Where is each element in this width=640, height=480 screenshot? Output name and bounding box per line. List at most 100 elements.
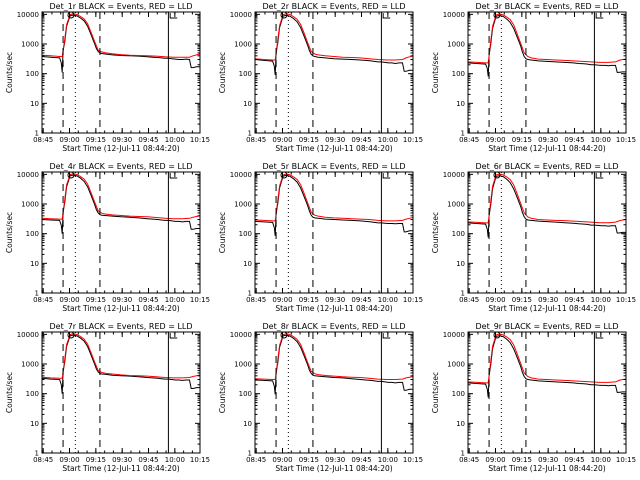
- x-tick-label: 09:15: [299, 296, 319, 304]
- y-tick-label: 1: [248, 290, 252, 298]
- x-tick-label: 09:00: [485, 136, 505, 144]
- x-tick-label: 10:00: [591, 136, 611, 144]
- x-axis: 08:45 09:00 09:15 09:30 09:45 10:00 10:15: [459, 332, 636, 464]
- plot-frame: [41, 171, 201, 294]
- x-tick-label: 08:45: [33, 456, 53, 464]
- x-axis-label: Start Time (12-Jul-11 08:44:20): [488, 144, 605, 153]
- x-axis-label: Start Time (12-Jul-11 08:44:20): [488, 304, 605, 313]
- panel-title: Det_3r BLACK = Events, RED = LLD: [475, 2, 618, 11]
- x-tick-label: 09:45: [138, 456, 158, 464]
- y-axis-label: Counts/sec: [431, 52, 440, 93]
- series-group: [468, 13, 626, 77]
- bracket-marker: [595, 173, 604, 179]
- x-tick-label: 10:00: [378, 136, 398, 144]
- x-tick-label: 09:00: [485, 456, 505, 464]
- x-tick-label: 09:00: [485, 296, 505, 304]
- x-tick-label: 10:00: [378, 456, 398, 464]
- x-tick-label: 09:45: [138, 296, 158, 304]
- bracket-marker: [169, 13, 178, 19]
- x-tick-label: 09:30: [538, 456, 558, 464]
- series-group: [255, 333, 413, 395]
- series-line-events: [468, 14, 626, 77]
- marker-lines: [275, 332, 382, 453]
- x-tick-label: 08:45: [459, 136, 479, 144]
- y-tick-label: 1000: [447, 41, 465, 49]
- x-axis-label: Start Time (12-Jul-11 08:44:20): [275, 304, 392, 313]
- y-tick-label: 1: [35, 450, 39, 458]
- marker-lines: [488, 12, 595, 133]
- detector-panel-9: 1 10 100 1000 10000 08:45 09:00 09:15 09:30 09:45…: [431, 322, 636, 473]
- series-group: [42, 333, 200, 394]
- x-axis: 08:45 09:00 09:15 09:30 09:45 10:00 10:15: [246, 332, 423, 464]
- y-tick-label: 10000: [17, 331, 39, 339]
- y-tick-label: 10: [243, 260, 252, 268]
- marker-lines: [488, 172, 595, 293]
- x-tick-label: 10:15: [403, 456, 423, 464]
- bracket-marker: [169, 333, 178, 339]
- x-axis: 08:45 09:00 09:15 09:30 09:45 10:00 10:15: [459, 12, 636, 144]
- detector-panel-7: 1 10 100 1000 10000 08:45 09:00 09:15 09:30 09:45…: [5, 322, 210, 473]
- y-axis-label: Counts/sec: [431, 212, 440, 253]
- x-tick-label: 09:15: [512, 136, 532, 144]
- plot-frame: [254, 331, 414, 454]
- y-tick-label: 1: [35, 290, 39, 298]
- series-group: [255, 13, 413, 76]
- y-tick-label: 10: [456, 100, 465, 108]
- x-tick-label: 09:00: [59, 456, 79, 464]
- x-tick-label: 09:45: [564, 456, 584, 464]
- y-axis: 1 10 100 1000 10000: [230, 11, 413, 138]
- x-tick-label: 10:15: [190, 136, 210, 144]
- y-tick-label: 10: [30, 100, 39, 108]
- plot-frame: [467, 171, 627, 294]
- detector-panel-4: 1 10 100 1000 10000 08:45 09:00 09:15 09:30 09:45…: [5, 162, 210, 313]
- x-tick-label: 10:15: [403, 136, 423, 144]
- x-tick-label: 09:30: [538, 136, 558, 144]
- y-tick-label: 1: [248, 450, 252, 458]
- plot-frame: [254, 11, 414, 134]
- x-tick-label: 09:45: [564, 296, 584, 304]
- x-tick-label: 09:15: [299, 136, 319, 144]
- y-tick-label: 100: [239, 390, 252, 398]
- series-group: [468, 173, 626, 238]
- x-tick-label: 09:30: [325, 296, 345, 304]
- y-tick-label: 10: [30, 260, 39, 268]
- y-tick-label: 1000: [234, 361, 252, 369]
- x-tick-label: 08:45: [33, 136, 53, 144]
- x-tick-label: 09:30: [112, 136, 132, 144]
- panel-title: Det_8r BLACK = Events, RED = LLD: [262, 322, 405, 331]
- x-tick-label: 08:45: [246, 456, 266, 464]
- x-tick-label: 09:15: [512, 456, 532, 464]
- detector-panel-1: 1 10 100 1000 10000 08:45 09:00 09:15 09:30 09:45…: [5, 2, 210, 153]
- x-tick-label: 10:00: [591, 296, 611, 304]
- y-tick-label: 10000: [17, 171, 39, 179]
- x-tick-label: 09:45: [351, 136, 371, 144]
- x-axis: 08:45 09:00 09:15 09:30 09:45 10:00 10:15: [246, 172, 423, 304]
- detector-panel-8: 1 10 100 1000 10000 08:45 09:00 09:15 09:30 09:45…: [218, 322, 423, 473]
- y-tick-label: 1000: [21, 361, 39, 369]
- y-tick-label: 10: [30, 420, 39, 428]
- y-tick-label: 10000: [230, 171, 252, 179]
- series-line-lld: [42, 13, 200, 58]
- y-tick-label: 10: [243, 420, 252, 428]
- bracket-marker: [595, 13, 604, 19]
- y-tick-label: 1000: [447, 361, 465, 369]
- y-tick-label: 1000: [447, 201, 465, 209]
- x-axis-label: Start Time (12-Jul-11 08:44:20): [62, 464, 179, 473]
- x-tick-label: 09:30: [112, 296, 132, 304]
- series-line-events: [468, 175, 626, 238]
- y-tick-label: 100: [26, 390, 39, 398]
- series-line-events: [42, 174, 200, 234]
- x-tick-label: 09:45: [564, 136, 584, 144]
- series-line-events: [42, 334, 200, 394]
- x-tick-label: 08:45: [459, 456, 479, 464]
- y-axis: 1 10 100 1000 10000: [443, 171, 626, 298]
- x-tick-label: 09:00: [272, 296, 292, 304]
- y-tick-label: 100: [452, 70, 465, 78]
- x-tick-label: 08:45: [246, 296, 266, 304]
- x-tick-label: 10:15: [190, 296, 210, 304]
- bracket-marker: [382, 173, 391, 179]
- bracket-marker: [382, 13, 391, 19]
- x-tick-label: 09:15: [86, 456, 106, 464]
- y-axis-label: Counts/sec: [5, 212, 14, 253]
